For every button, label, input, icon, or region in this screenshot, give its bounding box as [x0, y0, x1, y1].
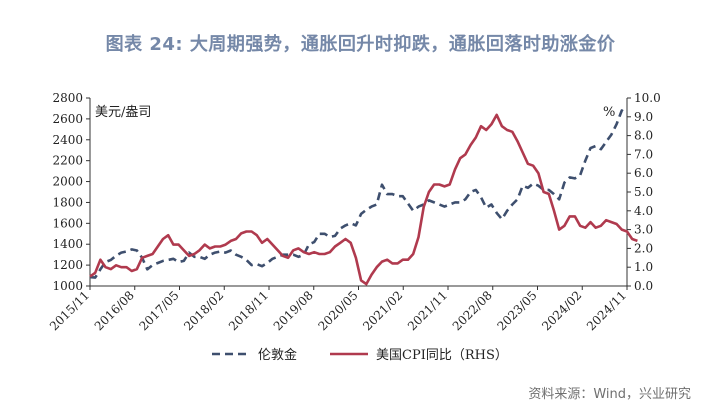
left-tick-label: 1600 — [52, 216, 83, 230]
left-unit-label: 美元/盎司 — [95, 105, 151, 120]
x-tick-label: 2021/02 — [360, 288, 405, 333]
series-line-gold — [89, 109, 628, 279]
x-tick-label: 2018/11 — [226, 288, 271, 333]
left-tick-label: 2400 — [52, 133, 83, 147]
series-line-cpi — [89, 113, 638, 286]
right-tick-label: 0.0 — [634, 279, 653, 293]
left-tick-label: 2200 — [52, 154, 83, 168]
right-tick-label: 6.0 — [634, 166, 653, 180]
x-tick-label: 2017/05 — [136, 288, 181, 333]
right-tick-label: 3.0 — [634, 223, 653, 237]
x-tick-label: 2016/08 — [92, 288, 137, 333]
right-tick-label: 4.0 — [634, 204, 653, 218]
x-tick-label: 2019/08 — [271, 288, 316, 333]
right-tick-label: 8.0 — [634, 129, 653, 143]
right-tick-label: 7.0 — [634, 147, 653, 161]
left-tick-label: 1800 — [52, 195, 83, 209]
legend-label-gold: 伦敦金 — [258, 347, 297, 363]
x-tick-label: 2018/02 — [181, 288, 226, 333]
x-tick-label: 2020/05 — [315, 288, 360, 333]
x-tick-label: 2024/11 — [584, 288, 629, 333]
right-tick-label: 10.0 — [634, 91, 661, 105]
legend-label-cpi: 美国CPI同比（RHS） — [376, 348, 508, 363]
right-tick-label: 5.0 — [634, 185, 653, 199]
x-tick-label: 2024/02 — [539, 288, 584, 333]
left-tick-label: 2600 — [52, 112, 83, 126]
x-tick-label: 2021/11 — [405, 288, 450, 333]
left-tick-label: 1200 — [52, 258, 83, 272]
right-unit-label: % — [603, 105, 615, 120]
left-tick-label: 1400 — [52, 237, 83, 251]
right-tick-label: 9.0 — [634, 110, 653, 124]
right-tick-label: 1.0 — [634, 260, 653, 274]
left-tick-label: 2000 — [52, 175, 83, 189]
x-tick-label: 2023/05 — [494, 288, 539, 333]
left-tick-label: 1000 — [52, 279, 83, 293]
source-note: 资料来源：Wind，兴业研究 — [528, 387, 691, 402]
chart-title: 图表 24: 大周期强势，通胀回升时抑跌，通胀回落时助涨金价 — [105, 34, 616, 55]
left-tick-label: 2800 — [52, 91, 83, 105]
x-tick-label: 2022/08 — [450, 288, 495, 333]
right-tick-label: 2.0 — [634, 241, 653, 255]
x-tick-label: 2015/11 — [47, 288, 92, 333]
